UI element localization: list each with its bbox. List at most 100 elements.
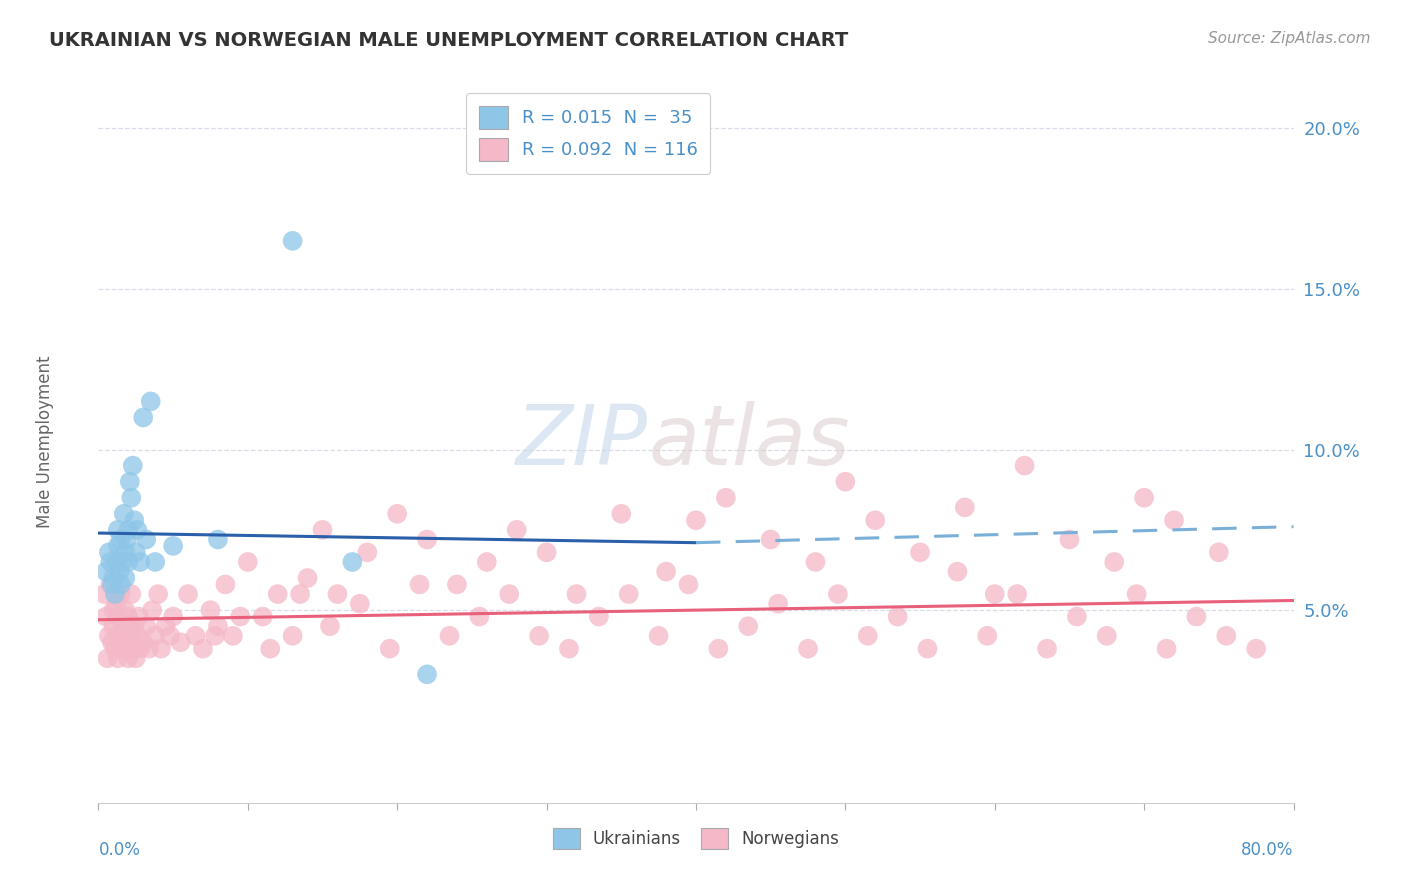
Point: [707, 641, 730, 656]
Point: [766, 597, 789, 611]
Point: [565, 587, 588, 601]
Point: [342, 555, 364, 569]
Point: [148, 587, 170, 601]
Point: [804, 555, 827, 569]
Point: [1208, 545, 1230, 559]
Point: [498, 587, 520, 601]
Point: [588, 609, 610, 624]
Point: [886, 609, 908, 624]
Point: [281, 629, 304, 643]
Point: [97, 545, 120, 559]
Point: [976, 629, 998, 643]
Point: [103, 603, 125, 617]
Point: [610, 507, 633, 521]
Point: [1059, 533, 1081, 547]
Point: [1125, 587, 1147, 601]
Legend: Ukrainians, Norwegians: Ukrainians, Norwegians: [547, 822, 845, 856]
Point: [1066, 609, 1088, 624]
Point: [797, 641, 820, 656]
Point: [120, 587, 142, 601]
Point: [143, 555, 166, 569]
Point: [1156, 641, 1178, 656]
Point: [617, 587, 640, 601]
Text: 0.0%: 0.0%: [98, 841, 141, 859]
Point: [114, 545, 136, 559]
Point: [558, 641, 581, 656]
Point: [124, 513, 146, 527]
Point: [214, 577, 236, 591]
Point: [105, 555, 128, 569]
Point: [118, 629, 141, 643]
Point: [827, 587, 849, 601]
Point: [107, 539, 129, 553]
Point: [108, 629, 131, 643]
Point: [162, 539, 184, 553]
Point: [162, 609, 184, 624]
Point: [127, 629, 149, 643]
Point: [678, 577, 700, 591]
Point: [468, 609, 491, 624]
Point: [1244, 641, 1267, 656]
Point: [177, 587, 200, 601]
Point: [1104, 555, 1126, 569]
Point: [114, 571, 136, 585]
Point: [1014, 458, 1036, 473]
Point: [439, 629, 461, 643]
Point: [135, 533, 157, 547]
Point: [112, 507, 135, 521]
Point: [1005, 587, 1028, 601]
Point: [129, 641, 152, 656]
Point: [141, 603, 163, 617]
Point: [114, 641, 136, 656]
Point: [108, 565, 131, 579]
Point: [207, 619, 229, 633]
Point: [984, 587, 1007, 601]
Point: [252, 609, 274, 624]
Point: [1185, 609, 1208, 624]
Point: [103, 571, 125, 585]
Text: Source: ZipAtlas.com: Source: ZipAtlas.com: [1208, 31, 1371, 46]
Point: [138, 641, 160, 656]
Point: [326, 587, 349, 601]
Point: [117, 555, 139, 569]
Point: [107, 651, 129, 665]
Point: [378, 641, 401, 656]
Point: [139, 394, 162, 409]
Point: [647, 629, 669, 643]
Text: atlas: atlas: [648, 401, 849, 482]
Point: [319, 619, 342, 633]
Point: [416, 667, 439, 681]
Point: [349, 597, 371, 611]
Point: [207, 533, 229, 547]
Point: [120, 491, 142, 505]
Point: [385, 507, 409, 521]
Point: [94, 565, 117, 579]
Point: [117, 523, 139, 537]
Point: [132, 635, 155, 649]
Point: [200, 603, 222, 617]
Point: [506, 523, 529, 537]
Point: [191, 641, 214, 656]
Point: [150, 641, 173, 656]
Point: [259, 641, 281, 656]
Point: [1095, 629, 1118, 643]
Point: [121, 458, 143, 473]
Point: [759, 533, 782, 547]
Point: [118, 475, 141, 489]
Point: [356, 545, 378, 559]
Point: [101, 577, 124, 591]
Point: [132, 410, 155, 425]
Point: [946, 565, 969, 579]
Point: [737, 619, 759, 633]
Point: [110, 577, 132, 591]
Point: [475, 555, 498, 569]
Point: [155, 619, 177, 633]
Point: [110, 587, 132, 601]
Point: [908, 545, 931, 559]
Point: [125, 651, 148, 665]
Point: [107, 523, 129, 537]
Point: [101, 635, 124, 649]
Point: [1215, 629, 1237, 643]
Point: [129, 555, 152, 569]
Point: [143, 629, 166, 643]
